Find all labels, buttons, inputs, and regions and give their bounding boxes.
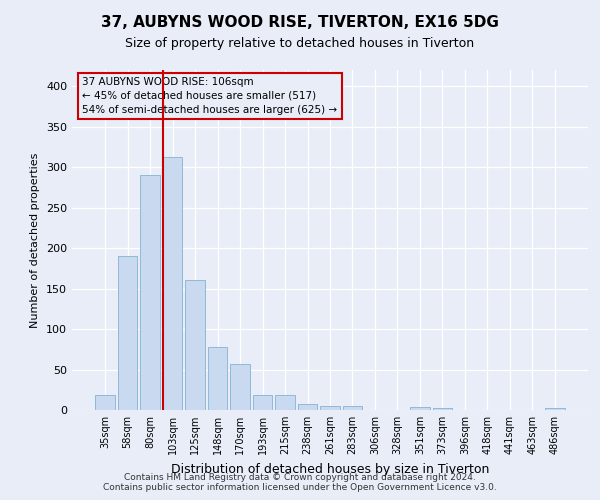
- Bar: [208, 347, 227, 410]
- Bar: [118, 256, 137, 410]
- Bar: [433, 408, 452, 410]
- Text: 37 AUBYNS WOOD RISE: 106sqm
← 45% of detached houses are smaller (517)
54% of se: 37 AUBYNS WOOD RISE: 106sqm ← 45% of det…: [82, 77, 337, 115]
- Bar: [163, 158, 182, 410]
- X-axis label: Distribution of detached houses by size in Tiverton: Distribution of detached houses by size …: [171, 462, 489, 475]
- Text: Size of property relative to detached houses in Tiverton: Size of property relative to detached ho…: [125, 38, 475, 51]
- Bar: [230, 364, 250, 410]
- Bar: [410, 407, 430, 410]
- Y-axis label: Number of detached properties: Number of detached properties: [31, 152, 40, 328]
- Text: 37, AUBYNS WOOD RISE, TIVERTON, EX16 5DG: 37, AUBYNS WOOD RISE, TIVERTON, EX16 5DG: [101, 15, 499, 30]
- Bar: [545, 408, 565, 410]
- Bar: [298, 404, 317, 410]
- Bar: [343, 406, 362, 410]
- Bar: [95, 394, 115, 410]
- Bar: [185, 280, 205, 410]
- Bar: [320, 406, 340, 410]
- Bar: [140, 175, 160, 410]
- Bar: [253, 396, 272, 410]
- Text: Contains HM Land Registry data © Crown copyright and database right 2024.
Contai: Contains HM Land Registry data © Crown c…: [103, 473, 497, 492]
- Bar: [275, 396, 295, 410]
